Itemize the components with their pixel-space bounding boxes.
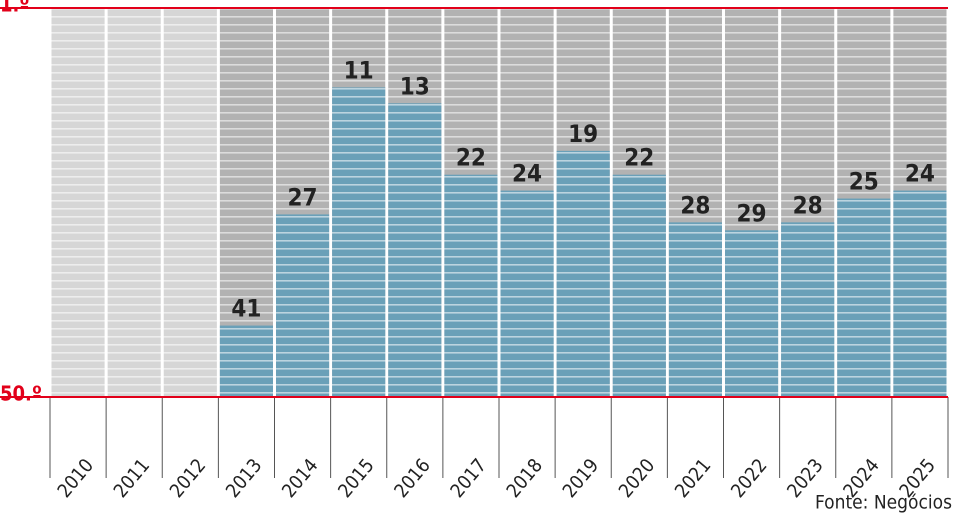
x-tick-label: 2011 (109, 455, 154, 502)
value-label: 29 (737, 199, 767, 227)
y-tick-label: 1.º (0, 0, 30, 17)
value-label: 28 (793, 191, 823, 219)
value-label: 11 (344, 56, 374, 84)
value-label: 19 (568, 120, 598, 148)
x-tick-label: 2021 (671, 455, 716, 502)
x-tick-label: 2017 (446, 455, 491, 502)
x-tick-label: 2010 (53, 455, 98, 502)
x-tick-label: 2018 (502, 455, 547, 502)
stripe-overlay (50, 8, 948, 397)
x-tick-label: 2013 (222, 455, 267, 502)
value-label: 41 (231, 295, 261, 323)
value-label: 27 (288, 183, 318, 211)
y-tick-label: 50.º (0, 382, 42, 406)
value-label: 13 (400, 72, 430, 100)
value-label: 25 (849, 168, 879, 196)
x-tick-label: 2014 (278, 455, 323, 502)
x-tick-label: 2019 (558, 455, 603, 502)
value-label: 22 (624, 144, 654, 172)
source: Fonte: Negócios (815, 492, 952, 514)
value-label: 22 (456, 144, 486, 172)
x-tick-label: 2015 (334, 455, 379, 502)
value-label: 24 (512, 160, 542, 188)
x-tick-label: 2020 (615, 455, 660, 502)
x-tick-label: 2016 (390, 455, 435, 502)
value-label: 28 (680, 191, 710, 219)
x-tick-label: 2012 (166, 455, 211, 502)
value-label: 24 (905, 160, 935, 188)
x-tick-label: 2022 (727, 455, 772, 502)
